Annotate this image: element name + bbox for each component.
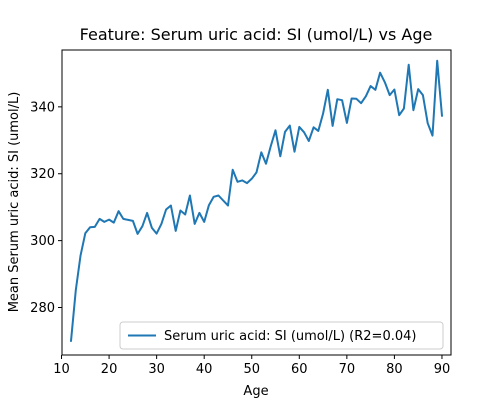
x-tick-label: 50 [243,362,260,377]
chart-title: Feature: Serum uric acid: SI (umol/L) vs… [80,25,433,44]
x-tick-label: 20 [101,362,118,377]
x-axis-label: Age [243,384,268,399]
x-axis: 10 20 30 40 50 60 70 80 90 [53,355,450,377]
y-tick-label: 300 [30,234,55,249]
x-tick-label: 30 [148,362,165,377]
y-tick-label: 280 [30,301,55,316]
y-tick-label: 340 [30,100,55,115]
plot-frame [61,49,452,356]
legend-box [119,321,444,350]
x-tick-label: 80 [386,362,403,377]
legend: Serum uric acid: SI (umol/L) (R2=0.04) [119,321,444,350]
y-axis-label: Mean Serum uric acid: SI (umol/L) [7,92,22,313]
x-tick-label: 90 [434,362,451,377]
x-tick-label: 10 [53,362,70,377]
x-tick-label: 60 [291,362,308,377]
plot-area [61,49,452,356]
x-tick-label: 70 [339,362,356,377]
y-tick-label: 320 [30,167,55,182]
y-axis: 280 300 320 340 [30,100,62,316]
x-tick-label: 40 [196,362,213,377]
series-line-0 [70,59,443,342]
legend-entry-label: Serum uric acid: SI (umol/L) (R2=0.04) [164,329,416,344]
